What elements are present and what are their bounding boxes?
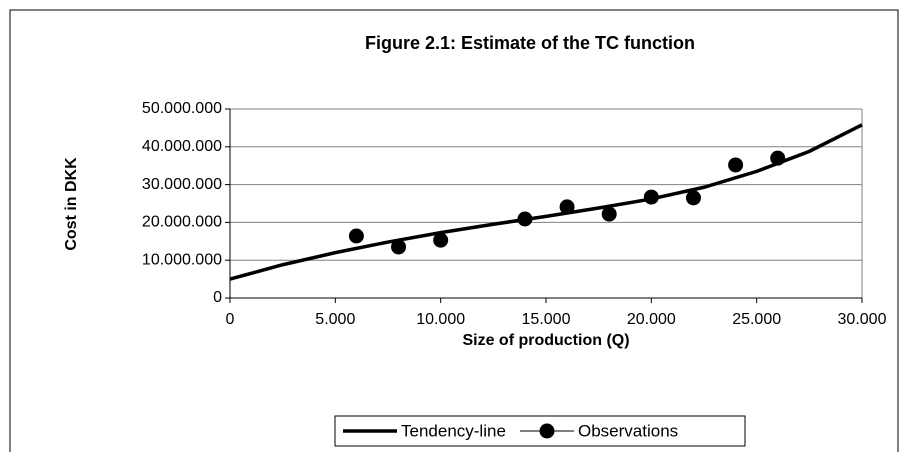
observation-marker <box>643 189 659 205</box>
x-tick-label: 20.000 <box>627 311 676 328</box>
observation-marker <box>559 199 575 215</box>
y-tick-label: 30.000.000 <box>142 176 222 193</box>
observation-marker <box>685 190 701 206</box>
observation-marker <box>348 228 364 244</box>
observation-marker <box>391 239 407 255</box>
observation-marker <box>601 206 617 222</box>
tendency-line <box>229 123 863 281</box>
x-tick-label: 10.000 <box>416 311 465 328</box>
observation-marker <box>517 211 533 227</box>
x-tick-label: 0 <box>226 311 235 328</box>
y-tick-label: 10.000.000 <box>142 251 222 268</box>
observation-marker <box>433 232 449 248</box>
x-tick-label: 25.000 <box>732 311 781 328</box>
x-tick-label: 30.000 <box>838 311 887 328</box>
x-tick-label: 15.000 <box>522 311 571 328</box>
chart-frame <box>9 9 899 452</box>
legend-label: Observations <box>578 421 678 440</box>
y-tick-label: 40.000.000 <box>142 138 222 155</box>
x-tick-label: 5.000 <box>315 311 355 328</box>
observation-marker <box>770 150 786 166</box>
y-axis-label: Cost in DKK <box>63 157 80 251</box>
y-tick-label: 20.000.000 <box>142 214 222 231</box>
y-tick-label: 50.000.000 <box>142 100 222 117</box>
observation-marker <box>728 157 744 173</box>
legend-label: Tendency-line <box>401 421 506 440</box>
x-axis-label: Size of production (Q) <box>462 332 629 349</box>
chart-title: Figure 2.1: Estimate of the TC function <box>365 33 695 53</box>
y-tick-label: 0 <box>213 289 222 306</box>
legend-swatch <box>539 423 555 439</box>
